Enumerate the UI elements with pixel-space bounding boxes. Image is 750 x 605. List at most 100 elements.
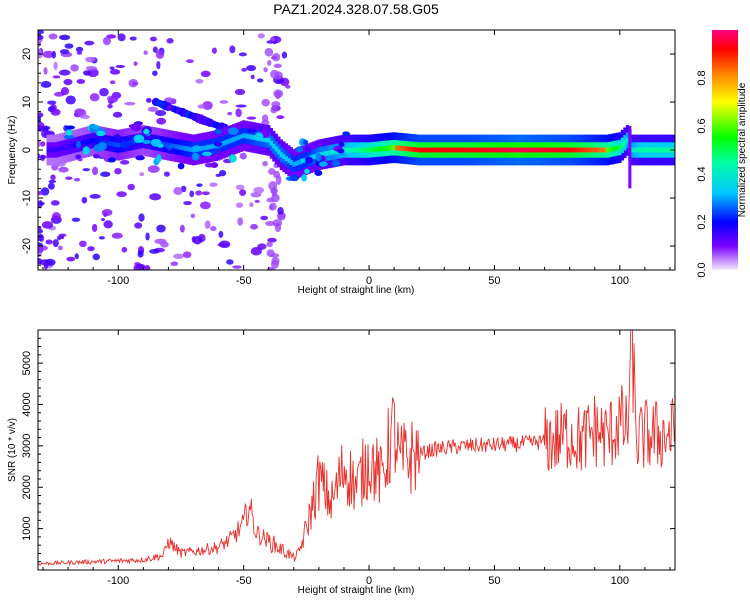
noise-blob xyxy=(235,202,244,208)
noise-blob xyxy=(48,179,57,184)
ridge-core xyxy=(199,146,203,151)
ridge-blob xyxy=(247,128,257,133)
ridge-blob xyxy=(342,131,351,136)
noise-blob xyxy=(163,171,170,177)
noise-blob xyxy=(133,263,145,270)
ridge-core xyxy=(658,147,662,153)
ridge-blob xyxy=(133,134,145,143)
noise-blob xyxy=(218,230,224,238)
ridge-core xyxy=(477,147,482,153)
noise-blob xyxy=(156,117,167,125)
noise-blob xyxy=(274,90,282,100)
noise-blob xyxy=(202,100,213,110)
noise-blob xyxy=(246,116,257,120)
ridge-blob xyxy=(304,168,310,175)
noise-blob xyxy=(266,249,275,258)
ridge-core xyxy=(528,147,532,153)
ridge-core xyxy=(59,146,63,152)
ridge-blob xyxy=(315,152,322,162)
ridge-core xyxy=(665,147,670,153)
noise-blob xyxy=(219,100,229,104)
y-tick-label: 3000 xyxy=(21,434,33,458)
ridge-core xyxy=(407,146,411,152)
noise-blob xyxy=(235,108,242,118)
ridge-core xyxy=(264,137,268,143)
ridge-blob xyxy=(131,123,142,132)
spectrogram-y-label: Frequency (Hz) xyxy=(7,116,18,185)
noise-blob xyxy=(45,239,53,245)
ridge-core xyxy=(242,133,246,138)
ridge-core xyxy=(485,147,489,153)
ridge-blob xyxy=(289,174,300,182)
ridge-core xyxy=(129,140,133,146)
colorbar-label: Normalized spectral amplitude xyxy=(737,82,748,217)
ridge-core xyxy=(538,147,542,153)
ridge-blob xyxy=(91,125,100,130)
ridge-core xyxy=(462,147,467,153)
noise-blob xyxy=(51,50,57,59)
noise-blob xyxy=(38,228,44,234)
ridge-blob xyxy=(318,161,328,167)
noise-blob xyxy=(101,209,113,217)
noise-blob xyxy=(98,236,105,240)
y-tick-label: 5000 xyxy=(21,351,33,375)
noise-blob xyxy=(81,196,88,204)
noise-blob xyxy=(212,47,217,54)
noise-blob xyxy=(160,241,169,248)
noise-blob xyxy=(226,259,234,265)
ridge-core xyxy=(550,147,554,153)
noise-blob xyxy=(191,236,196,243)
ridge-core xyxy=(590,147,594,153)
noise-blob xyxy=(256,78,264,83)
noise-blob xyxy=(38,201,45,206)
colorbar-tick-label: 0.4 xyxy=(696,166,708,181)
ridge-blob xyxy=(331,159,341,168)
ridge-core xyxy=(51,147,55,153)
noise-blob xyxy=(185,59,194,64)
ridge-blob xyxy=(142,139,151,144)
noise-blob xyxy=(115,64,126,69)
ridge-core xyxy=(583,147,587,153)
snr-axes: -100 -50 0 50 100 1000 2000 3000 4000 5000 xyxy=(21,330,675,587)
noise-blob xyxy=(109,69,121,75)
noise-blob xyxy=(58,69,71,76)
ridge-core xyxy=(171,143,176,149)
noise-blob xyxy=(42,50,55,59)
noise-blob xyxy=(117,33,126,42)
noise-blob xyxy=(38,30,45,35)
noise-blob xyxy=(268,168,276,175)
noise-blob xyxy=(152,70,158,76)
ridge-core xyxy=(640,147,645,153)
ridge-core xyxy=(655,147,660,153)
noise-blob xyxy=(124,101,136,106)
ridge-core xyxy=(49,147,53,153)
ridge-core xyxy=(500,147,504,153)
ridge-core xyxy=(164,142,168,148)
noise-blob xyxy=(253,186,265,194)
ridge-blob xyxy=(119,140,130,149)
ridge-core xyxy=(645,147,650,153)
ridge-core xyxy=(239,134,243,139)
ridge-core xyxy=(319,151,324,157)
ridge-core xyxy=(593,147,597,153)
noise-blob xyxy=(138,213,145,222)
ridge-core xyxy=(618,145,622,150)
ridge-core xyxy=(297,160,301,165)
ridge-blob xyxy=(177,162,185,170)
ridge-core xyxy=(61,145,65,151)
noise-blob xyxy=(262,160,268,167)
ridge-core xyxy=(598,147,602,153)
ridge-blob xyxy=(63,143,73,151)
ridge-core xyxy=(437,147,441,153)
ridge-core xyxy=(212,143,216,149)
ridge-core xyxy=(232,137,236,142)
noise-blob xyxy=(254,199,260,203)
noise-blob xyxy=(38,121,45,130)
ridge-core xyxy=(89,138,93,144)
figure-title: PAZ1.2024.328.07.58.G05 xyxy=(273,1,439,17)
noise-blob xyxy=(271,101,281,108)
noise-blob xyxy=(38,233,44,242)
noise-blob xyxy=(149,193,162,201)
ridge-core xyxy=(533,147,537,153)
